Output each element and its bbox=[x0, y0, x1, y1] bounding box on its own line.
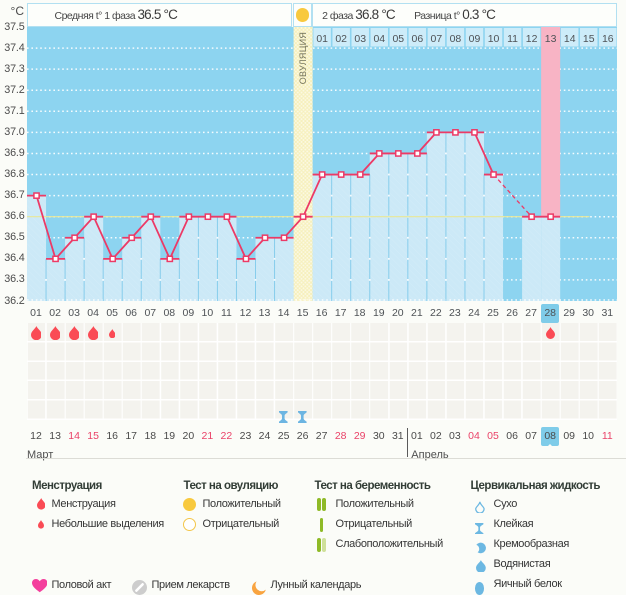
svg-text:10: 10 bbox=[487, 34, 499, 45]
svg-text:15: 15 bbox=[582, 34, 594, 45]
svg-text:11: 11 bbox=[507, 34, 518, 45]
svg-text:03: 03 bbox=[354, 34, 366, 45]
svg-text:ОВУЛЯЦИЯ: ОВУЛЯЦИЯ bbox=[298, 32, 308, 84]
svg-text:16: 16 bbox=[601, 34, 613, 45]
svg-text:07: 07 bbox=[430, 34, 442, 45]
svg-text:12: 12 bbox=[525, 34, 537, 45]
svg-text:01: 01 bbox=[316, 34, 328, 45]
svg-text:08: 08 bbox=[449, 34, 461, 45]
svg-text:05: 05 bbox=[392, 34, 404, 45]
svg-text:02: 02 bbox=[335, 34, 347, 45]
svg-text:04: 04 bbox=[373, 34, 385, 45]
svg-text:13: 13 bbox=[544, 34, 556, 45]
svg-text:06: 06 bbox=[411, 34, 423, 45]
svg-text:14: 14 bbox=[563, 34, 575, 45]
svg-text:09: 09 bbox=[468, 34, 480, 45]
